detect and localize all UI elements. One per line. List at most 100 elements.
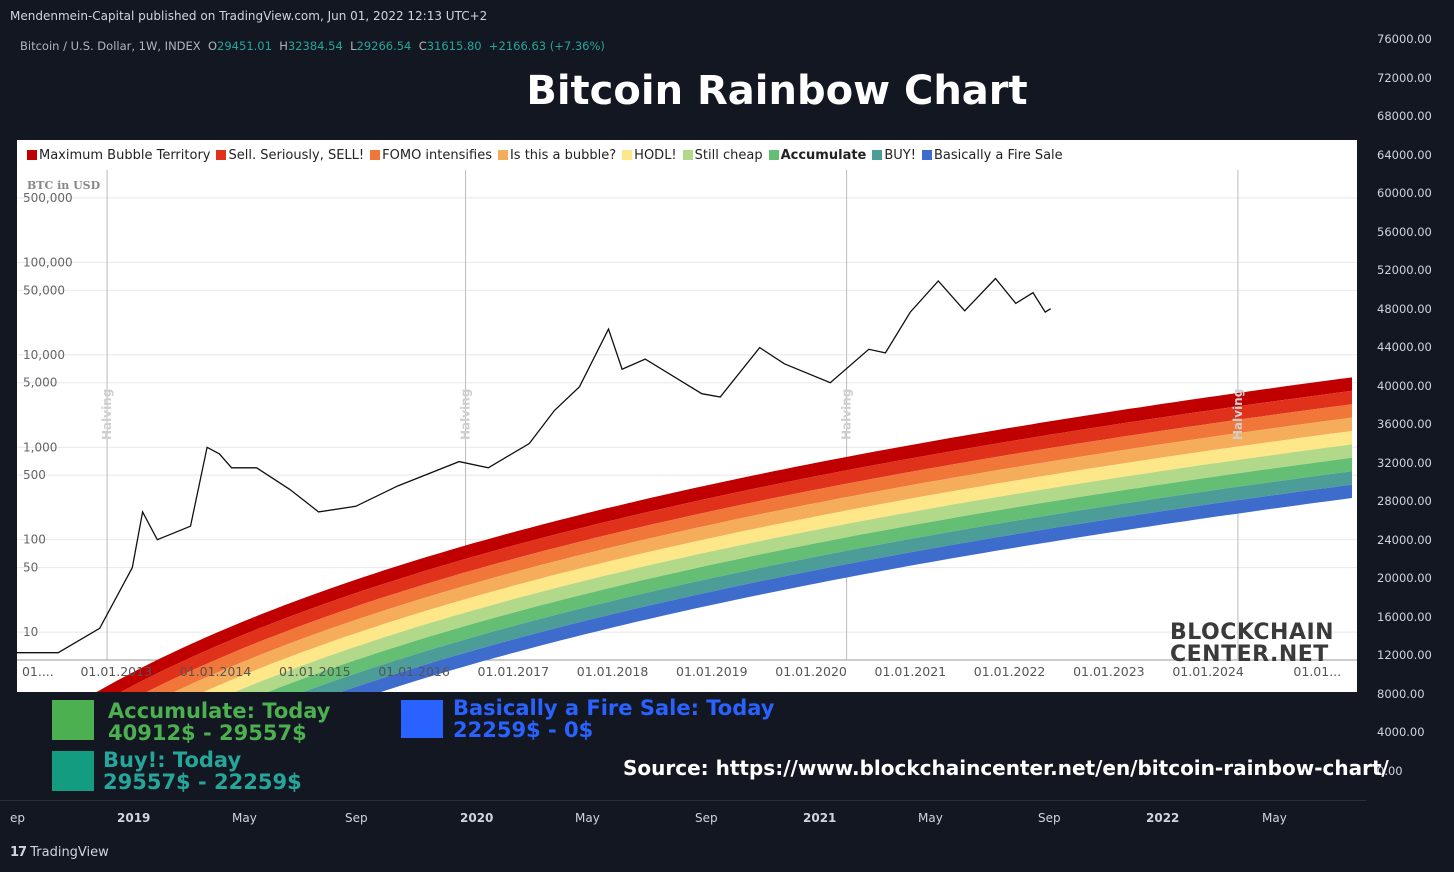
y-tick-label: 10 (23, 625, 38, 639)
legend-entry: Is this a bubble? (497, 148, 616, 163)
rainbow-chart-image: Maximum Bubble Territory Sell. Seriously,… (17, 140, 1357, 692)
high-label: H (279, 39, 288, 53)
time-tick-label: Sep (1038, 811, 1061, 825)
zone-range: 22259$ - 0$ (453, 718, 594, 742)
legend-entry: BUY! (872, 148, 916, 163)
legend-label: Still cheap (694, 148, 763, 163)
x-tick-label: 01.01.2014 (180, 664, 252, 679)
legend-swatch (216, 150, 227, 160)
rainbow-band (340, 484, 1352, 692)
rainbow-band (234, 444, 1352, 692)
band-legend: Maximum Bubble Territory Sell. Seriously,… (27, 148, 1069, 163)
price-line (17, 277, 1052, 654)
legend-entry: Basically a Fire Sale (921, 148, 1063, 163)
rainbow-band (174, 417, 1352, 692)
y-tick-label: 100 (23, 533, 46, 547)
price-tick-label: 36000.00 (1377, 417, 1432, 431)
halving-label: Halving (1231, 389, 1245, 440)
legend-swatch (921, 150, 932, 160)
legend-entry: Maximum Bubble Territory (27, 148, 210, 163)
zone-range: 40912$ - 29557$ (108, 721, 307, 745)
y-tick-label: 100,000 (23, 255, 73, 269)
time-axis[interactable]: ep 2019 May Sep 2020 May Sep 2021 May Sep 2022 May (0, 800, 1366, 841)
y-tick-label: 10,000 (23, 348, 65, 362)
rainbow-band (146, 404, 1352, 692)
legend-entry: HODL! (622, 148, 677, 163)
legend-label: Accumulate (780, 148, 867, 163)
time-tick-label: Sep (695, 811, 718, 825)
price-tick-label: 20000.00 (1377, 571, 1432, 585)
time-tick-label: 2022 (1146, 811, 1180, 825)
open-label: O (207, 39, 218, 53)
legend-swatch (27, 150, 37, 160)
x-tick-label: 01.01.2017 (478, 664, 550, 679)
tradingview-brand[interactable]: 17 TradingView (10, 845, 109, 860)
legend-entry: Sell. Seriously, SELL! (216, 148, 364, 163)
price-tick-label: 52000.00 (1377, 263, 1432, 277)
x-tick-label: 01.01... (1293, 664, 1341, 679)
price-tick-label: 64000.00 (1377, 147, 1432, 162)
price-tick-label: 0.00 (1377, 763, 1403, 778)
zone-swatch (401, 700, 443, 738)
price-axis[interactable]: 76000.00 72000.00 68000.00 64000.00 60000.00… (1366, 0, 1454, 800)
time-tick-label: May (1262, 811, 1287, 825)
legend-swatch (622, 150, 633, 160)
low-label: L (350, 39, 357, 53)
legend-entry: Accumulate (768, 148, 867, 163)
time-tick-label: Sep (345, 811, 368, 825)
halving-label: Halving (459, 389, 473, 440)
price-tick-label: 44000.00 (1377, 340, 1432, 354)
rainbow-band (267, 457, 1352, 692)
x-tick-label: 01.01.2024 (1172, 664, 1244, 679)
price-tick-label: 68000.00 (1377, 109, 1432, 123)
blockchaincenter-logo: BLOCKCHAIN CENTER.NET (1170, 622, 1334, 666)
time-tick-label: 2020 (460, 811, 494, 825)
rainbow-band (203, 431, 1352, 692)
price-tick-label: 24000.00 (1377, 532, 1432, 547)
symbol-name: Bitcoin / U.S. Dollar, 1W, INDEX (20, 39, 201, 53)
time-tick-label: 2021 (803, 811, 837, 825)
x-tick-label: 01.01.2015 (279, 664, 351, 679)
time-tick-label: ep (10, 811, 25, 825)
x-tick-label: 01.01.2022 (974, 664, 1046, 679)
legend-label: Basically a Fire Sale (933, 148, 1063, 163)
rainbow-band (303, 471, 1352, 692)
close-label: C (418, 39, 427, 53)
y-tick-label: 5,000 (23, 376, 57, 390)
symbol-info-bar[interactable]: Bitcoin / U.S. Dollar, 1W, INDEX O29451.… (20, 39, 605, 53)
halving-label: Halving (840, 389, 854, 440)
legend-entry: Still cheap (682, 148, 763, 163)
price-tick-label: 56000.00 (1377, 224, 1432, 239)
y-tick-label: 1,000 (23, 440, 57, 454)
legend-swatch (768, 150, 779, 160)
price-tick-label: 32000.00 (1377, 455, 1432, 470)
y-tick-label: 500 (23, 468, 46, 482)
x-tick-label: 01.01.2023 (1073, 664, 1145, 679)
legend-label: FOMO intensifies (382, 148, 492, 163)
price-tick-label: 4000.00 (1377, 725, 1425, 739)
time-tick-label: 2019 (117, 811, 151, 825)
chart-title: Bitcoin Rainbow Chart (526, 68, 1028, 114)
x-tick-label: 01.01.2020 (775, 664, 847, 679)
zone-title: Buy!: Today (103, 748, 242, 772)
legend-label: BUY! (884, 148, 916, 163)
price-tick-label: 76000.00 (1377, 32, 1432, 46)
legend-swatch (370, 150, 381, 160)
price-tick-label: 8000.00 (1377, 686, 1425, 701)
legend-swatch (872, 150, 883, 160)
change-value: +2166.63 (+7.36%) (488, 39, 605, 53)
legend-swatch (497, 150, 508, 160)
source-text: Source: https://www.blockchaincenter.net… (623, 756, 1389, 780)
y-tick-label: 50 (23, 561, 38, 575)
price-tick-label: 40000.00 (1377, 378, 1432, 393)
price-tick-label: 72000.00 (1377, 70, 1432, 85)
time-tick-label: May (918, 811, 943, 825)
x-tick-label: 01.01.2018 (577, 664, 649, 679)
price-tick-label: 12000.00 (1377, 648, 1432, 662)
logo-line-2: CENTER.NET (1170, 642, 1329, 667)
zone-title: Accumulate: Today (108, 699, 331, 723)
time-tick-label: May (232, 811, 257, 825)
publisher-line: Mendenmein-Capital published on TradingV… (10, 9, 488, 23)
high-value: 32384.54 (287, 39, 343, 53)
